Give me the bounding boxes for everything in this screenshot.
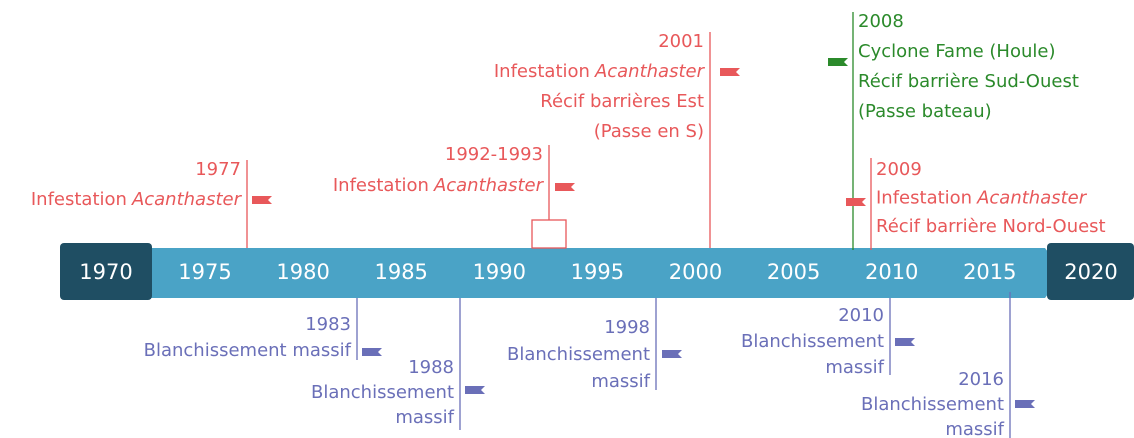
event-text-part: massif [945,419,1004,438]
event-text: Infestation Acanthaster [494,61,706,82]
axis-label: 2015 [963,260,1016,284]
start-box [60,243,152,300]
event-flag [662,350,682,358]
axis-label: 1995 [571,260,624,284]
event-flag [555,183,575,191]
event-text-part: Blanchissement [741,331,884,352]
event-text-part: Infestation [333,175,429,196]
event-text: Récif barrières Est [540,91,704,112]
event-text: Récif barrière Sud-Ouest [858,71,1079,92]
event-text-italic: Acanthaster [433,175,545,196]
event-text-part: massif [591,371,650,392]
timeline-bar [150,248,1064,298]
event-date: 1988 [408,357,454,378]
event-date: 1983 [305,314,351,335]
event-text: Cyclone Fame (Houle) [858,41,1055,62]
event-text: massif [945,419,1004,438]
event-text: Blanchissement [741,331,884,352]
event-text-part: (Passe en S) [594,121,704,142]
event-text-italic: Acanthaster [131,189,243,210]
axis-label: 2005 [767,260,820,284]
event-text: (Passe en S) [594,121,704,142]
event-text-part: massif [395,407,454,428]
event-text-part: (Passe bateau) [858,101,992,122]
event-text-part: Infestation [876,188,972,209]
event-date: 1977 [195,159,241,180]
period-bracket [531,219,567,249]
event-text-part: Cyclone Fame (Houle) [858,41,1055,62]
event-text-part: Blanchissement [311,382,454,403]
event-flag [1015,400,1035,408]
event-text: massif [395,407,454,428]
event-text-part: Blanchissement [861,394,1004,415]
event-text: Récif barrière Nord-Ouest [876,216,1106,237]
event-flag [362,348,382,356]
event-text: Blanchissement [861,394,1004,415]
end-box [1047,243,1134,300]
event-flag [465,386,485,394]
axis-label: 1990 [473,260,526,284]
event-text: Blanchissement massif [144,340,352,361]
axis-label: 1975 [178,260,231,284]
event-text: massif [591,371,650,392]
axis-label: 2010 [865,260,918,284]
event-text-part: massif [825,357,884,378]
event-text-italic: Acanthaster [594,61,706,82]
event-text-italic: Acanthaster [976,188,1088,209]
event-text-part: Récif barrière Sud-Ouest [858,71,1079,92]
event-date: 2001 [658,31,704,52]
event-text-part: Récif barrière Nord-Ouest [876,216,1106,237]
event-text: massif [825,357,884,378]
event-flag [720,68,740,76]
event-flag [252,196,272,204]
event-flag [846,198,866,206]
event-date: 2008 [858,11,904,32]
event-date: 2016 [958,369,1004,390]
start-label: 1970 [79,260,132,284]
event-date: 2010 [838,305,884,326]
event-text-part: Infestation [31,189,127,210]
event-flag [828,58,848,66]
event-text: (Passe bateau) [858,101,992,122]
event-text-part: Blanchissement massif [144,340,352,361]
event-text-part: Infestation [494,61,590,82]
event-text: Infestation Acanthaster [333,175,545,196]
event-text: Blanchissement [507,344,650,365]
end-label: 2020 [1064,260,1117,284]
event-text: Infestation Acanthaster [876,188,1088,209]
event-text: Blanchissement [311,382,454,403]
event-text-part: Récif barrières Est [540,91,704,112]
axis-label: 1980 [276,260,329,284]
event-text-part: Blanchissement [507,344,650,365]
event-date: 1998 [604,317,650,338]
axis-label: 1985 [374,260,427,284]
axis-label: 2000 [669,260,722,284]
event-date: 1992-1993 [445,144,543,165]
event-text: Infestation Acanthaster [31,189,243,210]
event-date: 2009 [876,159,922,180]
event-flag [895,338,915,346]
